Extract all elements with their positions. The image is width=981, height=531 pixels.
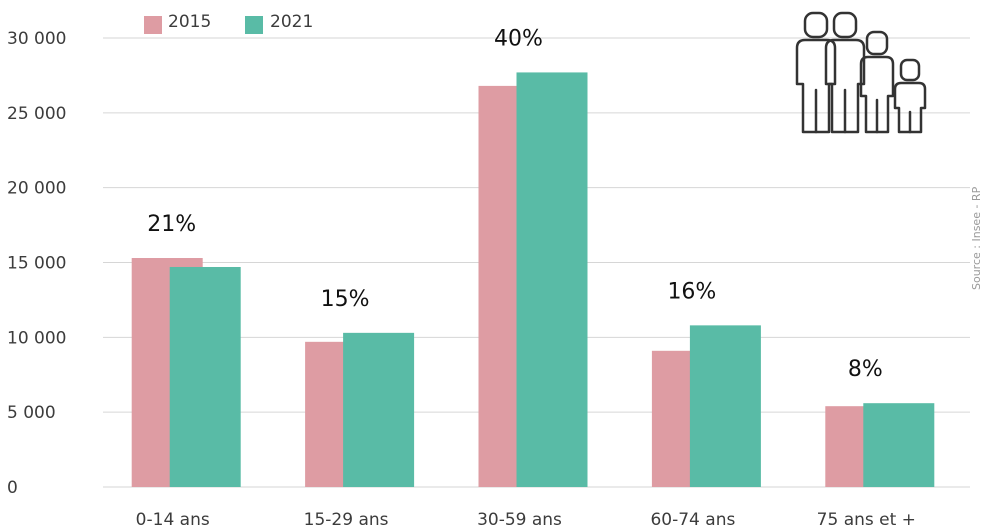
bar-2021-1	[169, 266, 241, 487]
x-category-label: 60-74 ans	[650, 510, 735, 530]
bar-2021-3	[516, 72, 588, 487]
legend-label-2015: 2015	[168, 12, 211, 32]
percentage-label: 15%	[321, 287, 370, 312]
legend-label-2021: 2021	[270, 12, 313, 32]
y-tick-label: 5 000	[7, 403, 56, 423]
percentage-label: 21%	[147, 212, 196, 237]
source-note: Source : Insee - RP	[970, 186, 981, 290]
legend-swatch-2015	[144, 16, 162, 34]
x-axis-labels: 0-14 ans 15-29 ans 30-59 ans 60-74 ans 75 an…	[136, 510, 916, 530]
x-category-label: 75 ans et +	[817, 510, 916, 530]
y-tick-label: 0	[7, 478, 18, 498]
bar-2021-4	[689, 325, 761, 487]
bar-2021-2	[343, 332, 415, 487]
percentage-label: 16%	[667, 279, 716, 304]
y-tick-label: 30 000	[7, 29, 66, 49]
y-tick-label: 25 000	[7, 104, 66, 124]
y-tick-label: 10 000	[7, 328, 66, 348]
percentage-label: 40%	[494, 26, 543, 51]
x-category-label: 30-59 ans	[477, 510, 562, 530]
y-axis-ticks: 0 5 000 10 000 15 000 20 000 25 000 30 000	[7, 29, 66, 498]
family-icon	[795, 11, 927, 134]
percentage-annotations: 21% 15% 40% 16% 8%	[147, 26, 883, 382]
bars	[131, 72, 935, 487]
legend-swatch-2021	[245, 16, 263, 34]
y-tick-label: 20 000	[7, 179, 66, 199]
x-category-label: 0-14 ans	[136, 510, 210, 530]
percentage-label: 8%	[848, 357, 883, 382]
x-category-label: 15-29 ans	[304, 510, 389, 530]
bar-2021-5	[863, 403, 935, 487]
y-tick-label: 15 000	[7, 254, 66, 274]
legend: 2015 2021	[144, 12, 313, 34]
